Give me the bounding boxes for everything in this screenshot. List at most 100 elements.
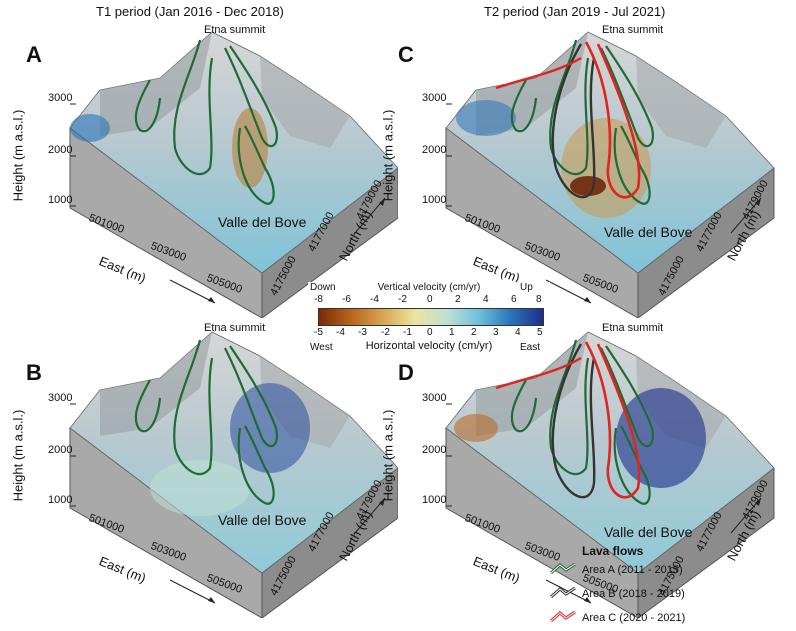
lava-flow-legend: Lava flows Area A (2011 - 2015) Area B (… — [548, 544, 688, 630]
panel-letter-c: C — [398, 42, 414, 67]
east-label: East — [520, 342, 541, 353]
panel-c: C Etna summit Valle del Bove 3000 2000 1… — [380, 18, 796, 318]
lava-flow-area-a — [134, 379, 162, 433]
height-tick-1000: 1000 — [422, 194, 447, 206]
h-tick: 4 — [515, 327, 521, 338]
h-tick: -2 — [381, 327, 390, 338]
panel-b-relief — [69, 331, 398, 618]
legend-area-c: Area C (2020 - 2021) — [582, 612, 686, 624]
north-axis-arrow — [354, 497, 386, 534]
area-c-swatch — [550, 610, 576, 623]
down-label: Down — [310, 282, 336, 293]
height-tick-3000: 3000 — [48, 392, 73, 404]
h-tick: -5 — [314, 327, 323, 338]
panel-letter-a: A — [26, 42, 42, 67]
v-tick: -2 — [398, 294, 407, 305]
valle-del-bove-label: Valle del Bove — [604, 524, 693, 540]
east-axis-arrow-head — [584, 297, 591, 303]
north-axis-arrow — [730, 497, 762, 534]
height-tick-2000: 2000 — [422, 444, 447, 456]
velocity-patch — [70, 114, 110, 142]
east-axis-arrow — [169, 279, 216, 304]
north-axis-arrow — [354, 197, 386, 234]
lava-flow-area-a — [134, 79, 162, 133]
north-axis-arrow-head — [379, 198, 385, 206]
velocity-patch — [454, 414, 498, 442]
colorbar-gradient — [318, 308, 544, 326]
lava-flow-area-a — [600, 45, 654, 148]
lava-flow-area-c — [584, 341, 641, 499]
legend-area-b: Area B (2018 - 2019) — [582, 588, 685, 600]
lava-flow-area-c — [495, 56, 582, 90]
lava-flow-area-c — [584, 41, 641, 199]
horizontal-ticks-row: -5 -4 -3 -2 -1 0 1 2 3 4 5 — [314, 327, 543, 339]
lava-flow-area-a — [224, 45, 278, 148]
velocity-patch — [232, 108, 268, 188]
horizontal-velocity-title: Horizontal velocity (cm/yr) — [365, 340, 493, 352]
lava-flow-area-a — [237, 125, 275, 205]
h-tick: 3 — [493, 327, 499, 338]
velocity-patch — [230, 383, 310, 473]
height-tick-1000: 1000 — [422, 494, 447, 506]
lava-flow-area-a — [173, 39, 214, 176]
north-axis-arrow-head — [755, 498, 761, 506]
right-column-title: T2 period (Jan 2019 - Jul 2021) — [484, 4, 666, 19]
velocity-patch — [561, 118, 651, 218]
north-axis-arrow-head — [379, 498, 385, 506]
panel-d: D Etna summit Valle del Bove 3000 2000 1… — [380, 318, 796, 618]
west-label: West — [310, 342, 333, 353]
area-a-swatch — [550, 562, 576, 575]
height-tick-1000: 1000 — [48, 194, 73, 206]
velocity-patch — [150, 460, 250, 516]
vertical-ticks-row: -8 -6 -4 -2 0 2 4 6 8 — [314, 294, 542, 306]
height-axis-title: Height (m a.s.l.) — [380, 409, 396, 502]
legend-area-a: Area A (2011 - 2015) — [582, 564, 683, 576]
lava-flow-area-b — [551, 343, 596, 499]
left-column-title: T1 period (Jan 2016 - Dec 2018) — [96, 4, 284, 19]
etna-summit-label: Etna summit — [204, 322, 266, 334]
velocity-patch — [570, 176, 606, 196]
height-axis-title: Height (m a.s.l.) — [380, 109, 396, 202]
valle-del-bove-label: Valle del Bove — [218, 512, 307, 528]
terrain-ridge — [476, 332, 588, 436]
lava-flow-area-a — [600, 345, 654, 448]
lava-flow-area-a — [613, 425, 651, 505]
h-tick: -3 — [358, 327, 367, 338]
east-axis-arrow-head — [584, 597, 591, 603]
etna-summit-label: Etna summit — [204, 24, 266, 36]
h-tick: -1 — [403, 327, 412, 338]
height-tick-2000: 2000 — [422, 144, 447, 156]
panel-letter-b: B — [26, 360, 42, 385]
v-tick: 6 — [511, 294, 517, 305]
east-axis-arrow-head — [208, 297, 215, 303]
velocity-patch — [456, 100, 516, 136]
terrain-ridge — [260, 56, 350, 148]
panel-b: B Etna summit Valle del Bove 3000 2000 1… — [0, 318, 398, 618]
h-tick: 2 — [471, 327, 477, 338]
east-axis-arrow — [169, 579, 216, 604]
etna-summit-label: Etna summit — [602, 24, 664, 36]
h-tick: -4 — [336, 327, 345, 338]
v-tick: -6 — [342, 294, 351, 305]
height-tick-3000: 3000 — [422, 92, 447, 104]
north-axis-arrow-head — [755, 198, 761, 206]
panel-c-relief — [445, 31, 775, 318]
valle-del-bove-label: Valle del Bove — [604, 224, 693, 240]
terrain-ridge — [100, 32, 212, 136]
etna-summit-label: Etna summit — [602, 322, 664, 334]
legend-title: Lava flows — [582, 544, 644, 558]
velocity-colorbar: Down Up Vertical velocity (cm/yr) -8 -6 … — [308, 282, 550, 360]
panel-a-relief — [69, 31, 398, 318]
v-tick: 0 — [427, 294, 433, 305]
panel-letter-d: D — [398, 360, 414, 385]
lava-flow-area-a — [510, 379, 538, 433]
height-tick-3000: 3000 — [422, 392, 447, 404]
lava-flow-area-a — [237, 425, 275, 505]
terrain-ridge — [636, 56, 726, 148]
valle-del-bove-label: Valle del Bove — [218, 214, 307, 230]
north-axis-arrow — [730, 197, 762, 234]
v-tick: -4 — [370, 294, 379, 305]
height-tick-2000: 2000 — [48, 444, 73, 456]
v-tick: 4 — [483, 294, 489, 305]
lava-flow-area-c — [495, 356, 582, 390]
